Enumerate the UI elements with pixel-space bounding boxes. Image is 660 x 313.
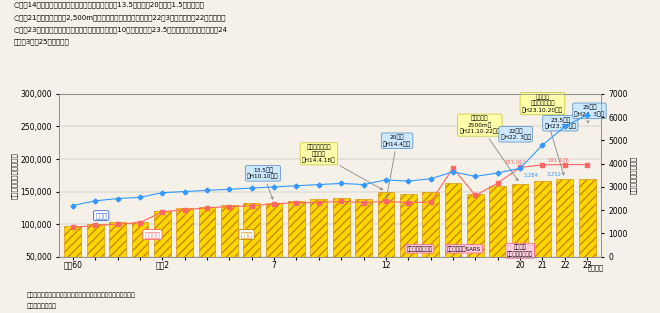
Text: ○平成23年の同時平行離着陸方式導入により、同年10月に発着枠は23.5万回に増加。さらに、平成24: ○平成23年の同時平行離着陸方式導入により、同年10月に発着枠は23.5万回に増… [13, 27, 227, 33]
Text: ○平成21年の北伸による2,500m平行滑走路の供用開始で、平成22年3月に発着枠は22万回に増加: ○平成21年の北伸による2,500m平行滑走路の供用開始で、平成22年3月に発着… [13, 14, 226, 21]
Text: 平行滑走路
2500m化
（H21.10.22〜）: 平行滑走路 2500m化 （H21.10.22〜） [459, 116, 518, 181]
Text: 23.5万回
（H23.10〜）: 23.5万回 （H23.10〜） [544, 117, 576, 129]
Bar [310, 199, 327, 289]
Text: 資料）国土交通省: 資料）国土交通省 [26, 304, 56, 309]
Text: 発着枠: 発着枠 [95, 212, 107, 219]
Y-axis label: 発着枠・発着回数（回）: 発着枠・発着回数（回） [11, 152, 17, 199]
Text: イラク戦争・SARS: イラク戦争・SARS [447, 246, 481, 252]
Bar [489, 186, 506, 289]
Text: 20万回
（H14.4〜）: 20万回 （H14.4〜） [383, 135, 411, 198]
Bar [244, 203, 260, 289]
Bar [333, 198, 350, 289]
Text: 22万回
（H22. 3〜）: 22万回 （H22. 3〜） [501, 128, 531, 140]
Text: 13.5万回
（H10.10〜）: 13.5万回 （H10.10〜） [247, 167, 279, 199]
Bar [65, 226, 81, 289]
Text: 米国同時多発テロ: 米国同時多発テロ [407, 246, 432, 252]
Bar [131, 222, 148, 289]
Text: ○平成14年の暫定平行滑走路供用開始で、発着枠は13.5万回から20万回（1.5倍）に増加: ○平成14年の暫定平行滑走路供用開始で、発着枠は13.5万回から20万回（1.5… [13, 2, 204, 8]
Text: （年度）: （年度） [588, 264, 604, 271]
Bar [176, 208, 193, 289]
Bar [266, 203, 282, 289]
Text: 25万回
（H24. 3〜）: 25万回 （H24. 3〜） [574, 105, 605, 123]
Text: 3,252: 3,252 [546, 172, 561, 177]
Bar [221, 205, 238, 289]
Text: 燃料高騰
リーマンショック: 燃料高騰 リーマンショック [507, 245, 533, 257]
Y-axis label: 航空旅客数（万人）: 航空旅客数（万人） [630, 156, 637, 194]
Text: 年3月に25万回に増加: 年3月に25万回に増加 [13, 38, 69, 45]
Text: 暫定平行滑走路
供用開始
（H14.4.18）: 暫定平行滑走路 供用開始 （H14.4.18） [302, 145, 383, 190]
Bar [87, 224, 104, 289]
Bar [109, 222, 126, 289]
Text: 187,061: 187,061 [505, 160, 527, 165]
Text: 191,426: 191,426 [547, 158, 569, 163]
Bar [378, 192, 394, 289]
Bar [467, 193, 484, 289]
Text: 3,284: 3,284 [524, 173, 539, 178]
Bar [556, 178, 573, 289]
Bar [512, 184, 529, 289]
Bar [445, 183, 461, 289]
Bar [154, 211, 171, 289]
Text: （注）旅客数については、延べ人数（乗継客をダブルカウント）: （注）旅客数については、延べ人数（乗継客をダブルカウント） [26, 293, 135, 298]
Bar [579, 179, 595, 289]
Text: 同時平行
離着陸方式導入
（H23.10.20〜）: 同時平行 離着陸方式導入 （H23.10.20〜） [522, 94, 564, 175]
Bar [534, 181, 551, 289]
Text: 発着回数: 発着回数 [145, 231, 160, 238]
Bar [288, 201, 305, 289]
Bar [422, 192, 439, 289]
Text: 旅客数: 旅客数 [240, 231, 253, 238]
Bar [199, 207, 215, 289]
Bar [400, 193, 416, 289]
Bar [355, 199, 372, 289]
